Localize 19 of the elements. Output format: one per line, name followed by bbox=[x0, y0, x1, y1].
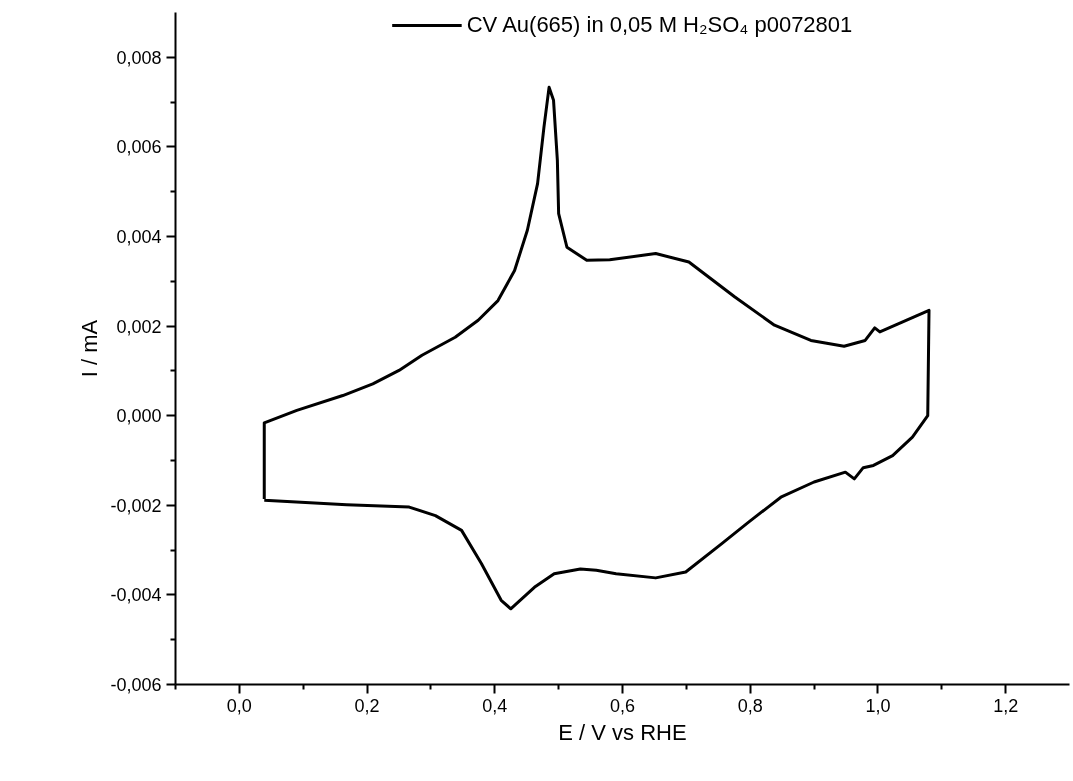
x-axis-title: E / V vs RHE bbox=[558, 719, 687, 745]
x-tick-label: 0,2 bbox=[354, 695, 380, 716]
x-tick-label: 1,0 bbox=[865, 695, 891, 716]
y-tick-label: -0,006 bbox=[110, 675, 162, 695]
y-tick-label: 0,006 bbox=[116, 137, 162, 158]
legend-label: CV Au(665) in 0,05 M H₂SO₄ p0072801 bbox=[466, 12, 853, 38]
x-tick-label: 0,4 bbox=[482, 695, 508, 716]
y-tick-label: 0,000 bbox=[116, 406, 162, 427]
x-tick-label: 0,8 bbox=[737, 695, 763, 716]
x-tick-label: 1,2 bbox=[993, 695, 1019, 716]
y-tick-label: 0,002 bbox=[116, 316, 162, 337]
y-tick-label: -0,002 bbox=[110, 495, 162, 516]
y-tick-label: -0,004 bbox=[110, 585, 162, 606]
y-tick-label: 0,008 bbox=[116, 47, 162, 68]
x-tick-label: 0,0 bbox=[226, 695, 252, 716]
x-tick-label: 0,6 bbox=[609, 695, 636, 716]
line-series bbox=[262, 85, 931, 611]
y-tick-label: 0,004 bbox=[116, 227, 162, 247]
y-axis-title: I / mA bbox=[77, 319, 103, 378]
